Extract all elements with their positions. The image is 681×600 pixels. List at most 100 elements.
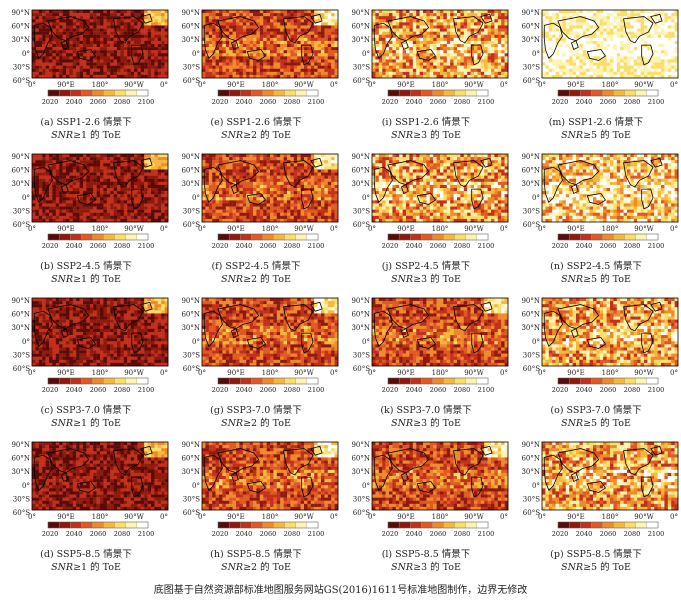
toe-map: 90°N60°N30°N0°30°S60°S0° 90°E 180° 90°W 0°20…	[11, 153, 169, 250]
coastline	[650, 445, 663, 456]
toe-map: 90°N60°N30°N0°30°S60°S0° 90°E 180° 90°W 0°20…	[11, 9, 169, 106]
lon-tick-label: 0°	[538, 81, 546, 89]
lon-tick-label: 0°	[670, 369, 678, 377]
coastline	[453, 16, 484, 44]
coastline	[570, 472, 579, 483]
lon-tick-label: 180°	[262, 81, 279, 89]
coastline	[416, 481, 436, 493]
coastline	[203, 166, 223, 203]
colorbar-tick-label: 2020	[212, 98, 229, 106]
colorbar: 2020 2040 2060 2080 2100	[42, 89, 154, 106]
lon-tick-label: 180°	[262, 513, 279, 521]
lon-tick-label: 0°	[538, 369, 546, 377]
lat-tick-label: 30°S	[183, 207, 200, 215]
panel-subcaption: SNR≥2 的 ToE	[221, 130, 291, 141]
coastline	[471, 188, 484, 210]
colorbar-tick-label: 2060	[600, 530, 617, 538]
toe-map: 90°N60°N30°N0°30°S60°S0° 90°E 180° 90°W 0°20…	[351, 297, 509, 394]
colorbar-tick-label: 2060	[430, 242, 447, 250]
colorbar-tick-label: 2060	[430, 98, 447, 106]
coastline	[33, 454, 53, 491]
coastline	[623, 304, 654, 332]
colorbar: 2020 2040 2060 2080 2100	[382, 89, 495, 106]
map-panel: 90°N 60°N 30°N 0° 30°S 60°S 0° 90°E 180° 90°W 0° 20…	[172, 438, 340, 574]
coastline	[113, 16, 144, 44]
coastline	[400, 472, 409, 483]
lat-tick-label: 90°N	[521, 297, 540, 305]
panel-caption: (h) SSP5-8.5 情景下	[210, 549, 302, 560]
lon-tick-label: 180°	[432, 225, 449, 233]
lon-tick-label: 0°	[500, 513, 508, 521]
colorbar-tick-label: 2100	[648, 242, 665, 250]
colorbar-tick-label: 2020	[382, 530, 399, 538]
coastline	[113, 448, 144, 476]
coastline	[557, 448, 600, 474]
lat-tick-label: 60°S	[13, 509, 30, 517]
map-panel: 90°N 60°N 30°N 0° 30°S 60°S 0° 90°E 180° 90°W 0° 20…	[172, 150, 340, 286]
lat-tick-label: 0°	[362, 338, 370, 346]
lat-tick-label: 90°N	[351, 9, 370, 17]
lat-tick-label: 0°	[362, 482, 370, 490]
colorbar-tick-label: 2080	[114, 98, 131, 106]
lon-tick-label: 90°E	[57, 513, 75, 521]
coastline	[570, 184, 579, 195]
lon-tick-label: 180°	[432, 369, 449, 377]
lon-tick-label: 90°E	[397, 369, 415, 377]
lon-tick-label: 180°	[602, 513, 619, 521]
lon-tick-label: 0°	[500, 225, 508, 233]
lon-tick-label: 0°	[368, 513, 376, 521]
lat-tick-label: 30°N	[351, 468, 370, 476]
lon-tick-label: 90°E	[57, 369, 75, 377]
lat-tick-label: 30°S	[353, 63, 370, 71]
colorbar: 2020 2040 2060 2080 2100	[382, 233, 494, 250]
lon-tick-label: 0°	[368, 81, 376, 89]
coastline	[60, 472, 69, 483]
colorbar-tick-label: 2040	[576, 386, 593, 394]
lat-tick-label: 60°S	[523, 365, 540, 373]
panel-subcaption: SNR≥3 的 ToE	[391, 130, 461, 141]
panel-subcaption: SNR≥5 的 ToE	[561, 418, 631, 429]
coastline	[47, 304, 90, 330]
map-panel: 90°N 60°N 30°N 0° 30°S 60°S 0° 90°E 180° 90°W 0° 20…	[512, 294, 680, 430]
colorbar-tick-label: 2060	[600, 242, 617, 250]
panel-caption: (o) SSP3-7.0 情景下	[550, 405, 642, 416]
coastline	[650, 301, 663, 312]
lon-tick-label: 180°	[602, 81, 619, 89]
lat-tick-label: 0°	[192, 482, 200, 490]
lon-tick-label: 180°	[602, 369, 619, 377]
coastline	[113, 304, 144, 332]
coastline	[283, 304, 314, 332]
coastline	[387, 448, 430, 474]
coastline	[301, 188, 314, 210]
lat-tick-label: 30°N	[521, 324, 540, 332]
lat-tick-label: 90°N	[351, 297, 370, 305]
coastline	[557, 304, 600, 330]
colorbar-tick-label: 2100	[308, 98, 325, 106]
coastline	[301, 332, 314, 354]
panel-caption: (n) SSP2-4.5 情景下	[550, 261, 642, 272]
toe-map: 90°N60°N30°N0°30°S60°S0° 90°E 180° 90°W 0°20…	[521, 297, 679, 394]
colorbar-tick-label: 2100	[138, 386, 155, 394]
lat-tick-label: 30°N	[11, 36, 30, 44]
panel-caption: (f) SSP2-4.5 情景下	[211, 261, 301, 272]
coastline	[570, 40, 579, 51]
lat-tick-label: 90°N	[181, 9, 200, 17]
coastline	[641, 188, 654, 210]
lat-tick-label: 30°N	[181, 324, 200, 332]
panel-caption: (j) SSP2-4.5 情景下	[381, 261, 471, 272]
colorbar: 2020 2040 2060 2080 2100	[552, 377, 664, 394]
colorbar-tick-label: 2100	[478, 98, 495, 106]
coastline	[76, 337, 96, 349]
panel-caption: (d) SSP5-8.5 情景下	[40, 549, 132, 560]
lat-tick-label: 60°S	[353, 221, 370, 229]
colorbar: 2020 2040 2060 2080 2100	[552, 233, 665, 250]
lat-tick-label: 60°S	[183, 77, 200, 85]
colorbar-tick-label: 2020	[212, 530, 229, 538]
lon-tick-label: 0°	[160, 513, 168, 521]
map-panel: 90°N 60°N 30°N 0° 30°S 60°S 0° 90°E 180° 90°W 0° 20…	[172, 294, 340, 430]
panel-subcaption: SNR≥1 的 ToE	[51, 274, 121, 285]
lat-tick-label: 30°N	[351, 180, 370, 188]
coastline	[140, 157, 153, 168]
coastline	[283, 16, 314, 44]
lon-tick-label: 0°	[198, 225, 206, 233]
